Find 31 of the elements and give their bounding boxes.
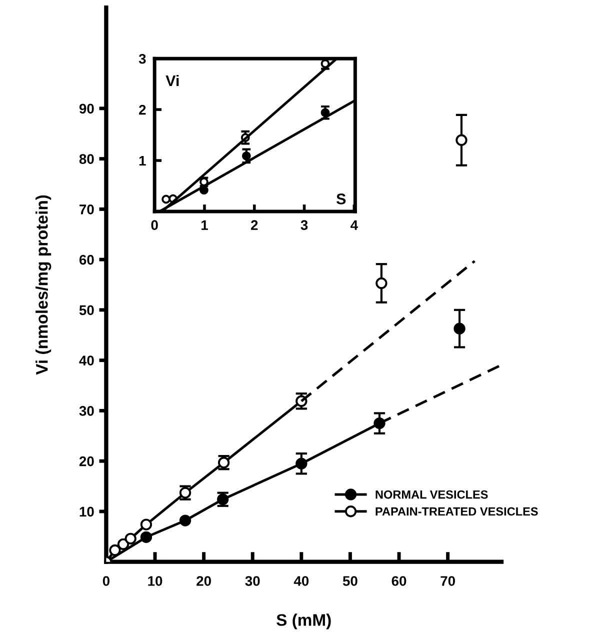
- y-tick-label: 20: [79, 456, 94, 466]
- y-tick-label: 40: [79, 356, 94, 366]
- x-tick-label: 30: [245, 576, 260, 586]
- x-tick-label: 70: [440, 576, 455, 586]
- x-axis-title: S: [336, 194, 346, 204]
- y-axis-title: Vi: [166, 74, 179, 86]
- x-axis-title: S (mM): [276, 614, 331, 630]
- y-tick-label: 2: [139, 104, 146, 115]
- x-tick-label: 50: [342, 576, 358, 586]
- x-tick-label: 1: [201, 220, 208, 230]
- y-tick-label: 50: [79, 305, 94, 316]
- y-tick-label: 90: [79, 104, 94, 114]
- x-tick-label: 2: [251, 220, 258, 230]
- legend-label: PAPAIN-TREATED VESICLES: [376, 507, 538, 516]
- y-tick-label: 60: [79, 254, 94, 265]
- y-axis-title: Vi (nmoles/mg protein): [36, 195, 52, 375]
- y-tick-label: 70: [80, 204, 94, 214]
- legend-label: NORMAL VESICLES: [376, 490, 488, 499]
- x-tick-label: 60: [392, 576, 406, 586]
- y-tick-label: 30: [79, 406, 94, 416]
- y-tick-label: 10: [80, 506, 94, 517]
- x-tick-label: 20: [196, 576, 211, 586]
- y-tick-label: 1: [139, 156, 146, 166]
- y-tick-label: 3: [138, 54, 146, 64]
- x-tick-label: 0: [102, 576, 110, 586]
- x-tick-label: 10: [148, 576, 162, 586]
- x-tick-label: 3: [300, 220, 308, 230]
- x-tick-label: 0: [151, 220, 158, 230]
- x-tick-label: 4: [350, 220, 358, 230]
- x-tick-label: 40: [294, 576, 309, 586]
- y-tick-label: 80: [79, 154, 94, 164]
